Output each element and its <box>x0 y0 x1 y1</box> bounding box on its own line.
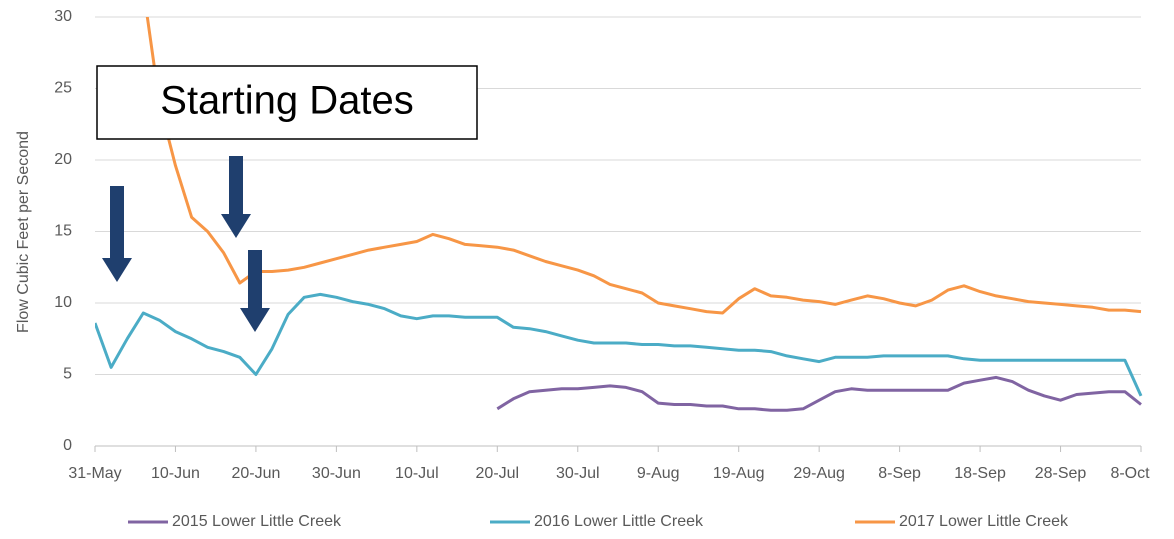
x-tick-label: 10-Jun <box>151 465 200 482</box>
arrows <box>102 156 270 332</box>
series-line <box>496 375 1142 412</box>
x-tick-label: 10-Jul <box>395 465 439 482</box>
x-tick-label: 8-Oct <box>1110 465 1150 482</box>
x-tick-label: 30-Jun <box>312 465 361 482</box>
arrow-head <box>221 214 251 238</box>
x-tick-label: 28-Sep <box>1035 465 1087 482</box>
x-tick-label: 29-Aug <box>793 465 845 482</box>
x-tick-label: 19-Aug <box>713 465 765 482</box>
arrow-shaft <box>248 250 262 308</box>
y-tick-label: 25 <box>54 80 72 97</box>
annotation-box <box>96 65 478 140</box>
x-tick-label: 31-May <box>68 465 121 482</box>
x-tick-label: 20-Jul <box>476 465 520 482</box>
legend-label: 2015 Lower Little Creek <box>172 513 342 530</box>
arrow-shaft <box>110 186 124 258</box>
y-tick-label: 0 <box>63 437 72 454</box>
y-tick-label: 30 <box>54 8 72 25</box>
y-tick-label: 20 <box>54 151 72 168</box>
legend-label: 2017 Lower Little Creek <box>899 513 1069 530</box>
y-tick-label: 10 <box>54 294 72 311</box>
y-tick-label: 15 <box>54 223 72 240</box>
arrow-shaft <box>229 156 243 214</box>
series-line <box>145 17 1142 315</box>
x-tick-label: 8-Sep <box>878 465 921 482</box>
y-axis-label: Flow Cubic Feet per Second <box>15 131 32 333</box>
legend-label: 2016 Lower Little Creek <box>534 513 704 530</box>
arrow-head <box>102 258 132 282</box>
x-tick-label: 20-Jun <box>231 465 280 482</box>
y-tick-label: 5 <box>63 366 72 383</box>
annotation-text: Starting Dates <box>160 79 413 123</box>
x-tick-label: 9-Aug <box>637 465 680 482</box>
series-line <box>95 292 1143 397</box>
arrow-head <box>240 308 270 332</box>
x-tick-label: 30-Jul <box>556 465 600 482</box>
x-tick-label: 18-Sep <box>954 465 1006 482</box>
